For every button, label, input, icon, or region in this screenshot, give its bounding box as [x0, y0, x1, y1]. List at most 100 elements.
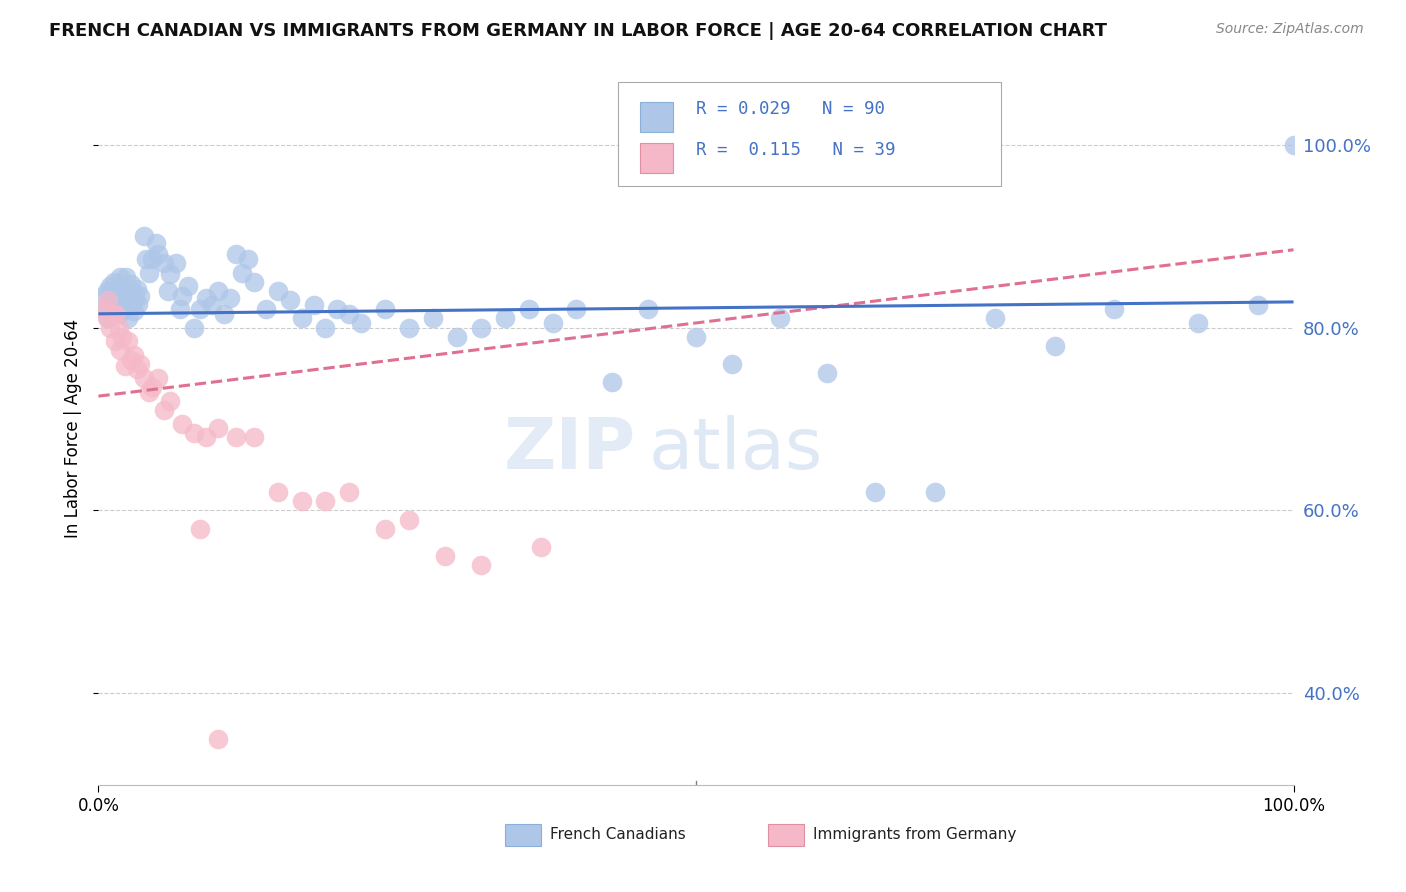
- Point: [685, 329, 707, 343]
- Point: [101, 291, 124, 305]
- Point: [398, 513, 420, 527]
- Point: [98, 320, 122, 334]
- Text: French Canadians: French Canadians: [550, 828, 686, 842]
- Point: [1247, 298, 1270, 312]
- Point: [121, 298, 143, 312]
- Point: [236, 252, 259, 266]
- Point: [470, 558, 492, 573]
- Point: [111, 329, 134, 343]
- Point: [101, 307, 124, 321]
- Point: [398, 320, 420, 334]
- Point: [291, 311, 314, 326]
- Point: [195, 291, 218, 305]
- Point: [108, 279, 131, 293]
- Point: [243, 430, 266, 444]
- Point: [865, 485, 887, 500]
- Point: [153, 402, 176, 417]
- Point: [159, 268, 181, 282]
- Point: [225, 247, 247, 261]
- Point: [267, 485, 290, 500]
- Point: [984, 311, 1007, 326]
- Point: [517, 302, 540, 317]
- Point: [188, 302, 211, 317]
- Point: [219, 291, 242, 305]
- Bar: [768, 824, 804, 846]
- Point: [470, 320, 492, 334]
- Point: [374, 522, 396, 536]
- Text: R =  0.115   N = 39: R = 0.115 N = 39: [696, 141, 896, 159]
- Point: [97, 311, 120, 326]
- Point: [145, 236, 167, 251]
- Point: [602, 376, 624, 390]
- Point: [315, 320, 337, 334]
- Text: atlas: atlas: [648, 415, 823, 484]
- Point: [1043, 339, 1066, 353]
- Point: [446, 329, 468, 343]
- Bar: [505, 824, 541, 846]
- Point: [124, 348, 146, 362]
- Point: [374, 302, 396, 317]
- Point: [278, 293, 301, 307]
- Point: [153, 256, 176, 270]
- Point: [93, 302, 115, 317]
- Point: [107, 320, 129, 334]
- Point: [115, 270, 138, 285]
- Point: [148, 247, 170, 261]
- Point: [212, 307, 235, 321]
- Point: [815, 366, 838, 380]
- Point: [135, 252, 157, 266]
- Point: [105, 301, 128, 315]
- Point: [924, 485, 946, 500]
- Point: [326, 302, 349, 317]
- Point: [1104, 302, 1126, 317]
- Text: Source: ZipAtlas.com: Source: ZipAtlas.com: [1216, 22, 1364, 37]
- Point: [112, 288, 135, 302]
- Point: [541, 316, 564, 330]
- Point: [105, 285, 128, 300]
- Point: [117, 293, 139, 307]
- Point: [138, 266, 160, 280]
- Point: [125, 361, 148, 376]
- Point: [267, 284, 290, 298]
- Point: [177, 279, 200, 293]
- Point: [93, 288, 115, 302]
- Point: [132, 229, 155, 244]
- Point: [120, 352, 142, 367]
- Point: [97, 293, 120, 307]
- Point: [141, 252, 163, 266]
- Point: [207, 421, 229, 435]
- Point: [114, 359, 136, 373]
- Point: [231, 266, 253, 280]
- Text: FRENCH CANADIAN VS IMMIGRANTS FROM GERMANY IN LABOR FORCE | AGE 20-64 CORRELATIO: FRENCH CANADIAN VS IMMIGRANTS FROM GERMA…: [49, 22, 1107, 40]
- Point: [125, 282, 148, 296]
- Point: [120, 277, 142, 291]
- Point: [101, 304, 124, 318]
- Point: [117, 334, 139, 349]
- Point: [98, 279, 122, 293]
- Point: [201, 298, 224, 312]
- Point: [159, 393, 181, 408]
- Point: [165, 256, 187, 270]
- Point: [315, 494, 337, 508]
- Point: [422, 311, 444, 326]
- Point: [768, 311, 790, 326]
- Point: [117, 311, 139, 326]
- Bar: [640, 102, 673, 132]
- Point: [183, 425, 205, 440]
- Point: [124, 304, 146, 318]
- Point: [104, 334, 127, 349]
- Point: [530, 540, 553, 554]
- Point: [339, 307, 361, 321]
- Point: [148, 371, 170, 385]
- Point: [129, 288, 152, 302]
- Point: [156, 284, 179, 298]
- Point: [108, 343, 131, 358]
- Point: [96, 311, 118, 326]
- Point: [225, 430, 247, 444]
- Point: [121, 284, 143, 298]
- Point: [207, 732, 229, 747]
- Point: [108, 270, 131, 285]
- Point: [132, 371, 155, 385]
- Point: [97, 298, 120, 312]
- Point: [141, 380, 163, 394]
